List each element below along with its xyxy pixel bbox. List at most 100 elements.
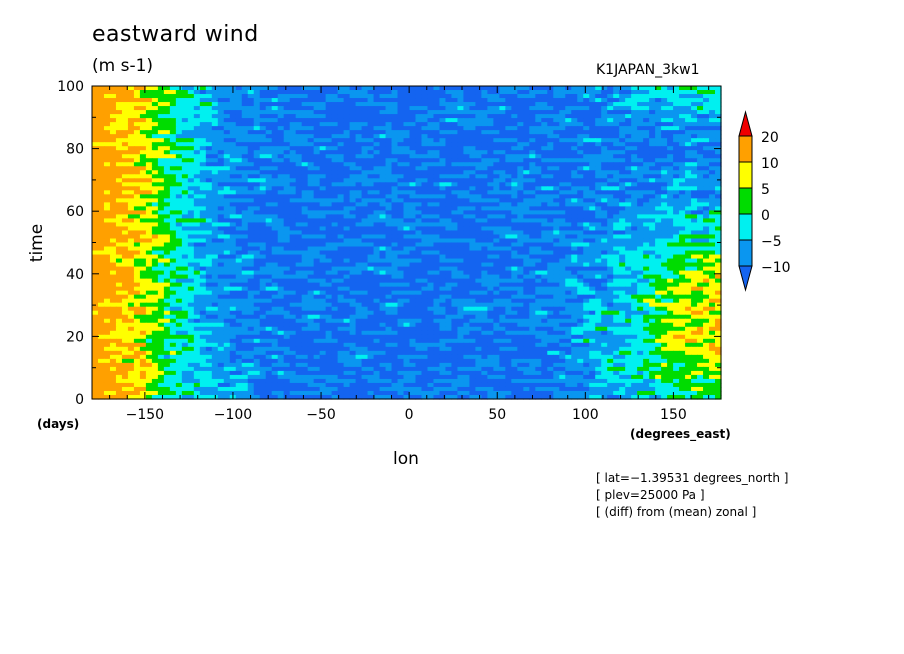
- heatmap-cell: [373, 178, 381, 183]
- heatmap-cell: [367, 118, 375, 123]
- heatmap-cell: [283, 222, 291, 228]
- heatmap-cell: [235, 274, 243, 280]
- heatmap-cell: [511, 206, 518, 211]
- heatmap-cell: [643, 158, 650, 163]
- heatmap-cell: [169, 270, 177, 276]
- heatmap-cell: [565, 202, 572, 207]
- heatmap-cell: [373, 86, 381, 91]
- heatmap-cell: [343, 98, 351, 103]
- heatmap-cell: [427, 266, 435, 272]
- heatmap-cell: [469, 146, 476, 151]
- heatmap-cell: [211, 94, 219, 99]
- heatmap-cell: [259, 142, 267, 147]
- heatmap-cell: [571, 194, 578, 199]
- heatmap-cell: [661, 126, 668, 131]
- heatmap-cell: [109, 146, 117, 151]
- heatmap-cell: [535, 230, 542, 236]
- heatmap-cell: [127, 114, 135, 119]
- heatmap-cell: [643, 90, 650, 95]
- heatmap-cell: [247, 206, 255, 211]
- heatmap-cell: [247, 190, 255, 195]
- heatmap-cell: [271, 186, 279, 191]
- heatmap-cell: [637, 230, 644, 236]
- heatmap-cell: [679, 150, 686, 155]
- heatmap-cell: [439, 198, 447, 203]
- heatmap-cell: [205, 150, 213, 155]
- heatmap-cell: [271, 110, 279, 115]
- heatmap-cell: [469, 258, 476, 264]
- heatmap-cell: [271, 198, 279, 203]
- heatmap-cell: [709, 202, 716, 207]
- heatmap-cell: [163, 130, 171, 135]
- heatmap-cell: [319, 122, 327, 127]
- heatmap-cell: [205, 130, 213, 135]
- heatmap-cell: [349, 114, 357, 119]
- heatmap-cell: [511, 146, 518, 151]
- heatmap-cell: [331, 202, 339, 207]
- heatmap-cell: [421, 166, 429, 171]
- heatmap-cell: [319, 226, 327, 232]
- heatmap-cell: [325, 138, 333, 143]
- heatmap-cell: [217, 266, 225, 272]
- heatmap-cell: [223, 186, 231, 191]
- heatmap-cell: [415, 254, 423, 260]
- heatmap-cell: [685, 262, 692, 268]
- heatmap-cell: [259, 154, 267, 159]
- heatmap-cell: [481, 118, 488, 123]
- heatmap-cell: [655, 198, 662, 203]
- heatmap-cell: [145, 250, 153, 256]
- heatmap-cell: [121, 90, 129, 95]
- heatmap-cell: [667, 242, 674, 248]
- heatmap-cell: [337, 190, 345, 195]
- heatmap-cell: [601, 226, 608, 232]
- heatmap-cell: [565, 114, 572, 119]
- heatmap-cell: [109, 134, 117, 139]
- heatmap-cell: [607, 150, 614, 155]
- heatmap-cell: [247, 170, 255, 175]
- heatmap-cell: [397, 242, 405, 248]
- heatmap-cell: [121, 274, 129, 280]
- heatmap-cell: [289, 102, 297, 107]
- heatmap-cell: [301, 270, 309, 276]
- heatmap-cell: [415, 178, 423, 183]
- heatmap-cell: [571, 258, 578, 264]
- heatmap-cell: [709, 214, 716, 220]
- heatmap-cell: [307, 274, 315, 280]
- heatmap-cell: [109, 186, 117, 191]
- heatmap-cell: [181, 210, 189, 216]
- heatmap-cell: [631, 246, 638, 252]
- heatmap-cell: [637, 226, 644, 232]
- heatmap-cell: [151, 118, 159, 123]
- heatmap-cell: [403, 110, 411, 115]
- heatmap-cell: [547, 266, 554, 272]
- heatmap-cell: [535, 134, 542, 139]
- heatmap-cell: [283, 210, 291, 216]
- heatmap-cell: [289, 106, 297, 111]
- heatmap-cell: [457, 118, 465, 123]
- heatmap-cell: [331, 266, 339, 272]
- heatmap-cell: [307, 122, 315, 127]
- heatmap-cell: [619, 114, 626, 119]
- heatmap-cell: [367, 154, 375, 159]
- heatmap-cell: [529, 166, 536, 171]
- heatmap-cell: [607, 142, 614, 147]
- heatmap-cell: [319, 186, 327, 191]
- heatmap-cell: [289, 170, 297, 175]
- heatmap-cell: [139, 214, 147, 220]
- heatmap-cell: [409, 274, 417, 280]
- heatmap-cell: [319, 198, 327, 203]
- heatmap-cell: [193, 250, 201, 256]
- heatmap-cell: [403, 202, 411, 207]
- heatmap-cell: [703, 138, 710, 143]
- heatmap-cell: [391, 226, 399, 232]
- heatmap-cell: [151, 138, 159, 143]
- heatmap-cell: [397, 154, 405, 159]
- heatmap-cell: [445, 110, 453, 115]
- heatmap-cell: [139, 114, 147, 119]
- heatmap-cell: [361, 154, 369, 159]
- heatmap-cell: [445, 194, 453, 199]
- heatmap-cell: [229, 246, 237, 252]
- heatmap-cell: [505, 214, 512, 220]
- heatmap-cell: [133, 210, 141, 216]
- heatmap-cell: [247, 102, 255, 107]
